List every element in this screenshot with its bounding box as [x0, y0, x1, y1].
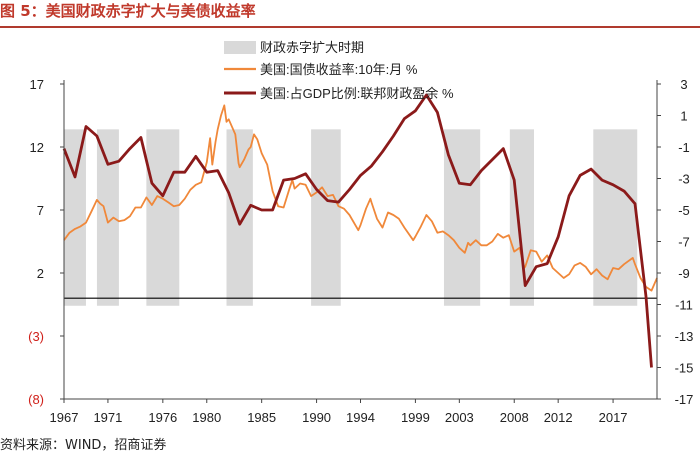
left-axis-tick-label: 12: [30, 140, 44, 155]
chart: 17 12 7 2 (3) (8) 3 1 -1 -3 -5 -7 -9 -11 -13 -15 -17 1967…: [28, 40, 693, 425]
source-note: 资料来源：WIND，招商证券: [0, 438, 167, 453]
right-axis-tick-label: -3: [678, 172, 690, 187]
series-line-surplus: [62, 93, 653, 368]
x-axis-tick-label: 1990: [302, 410, 331, 425]
legend-label-shaded: 财政赤字扩大时期: [260, 40, 364, 55]
x-axis-tick-label: 1971: [93, 410, 122, 425]
right-axis-tick-label: -1: [678, 140, 690, 155]
right-axis-tick-label: -7: [678, 235, 690, 250]
left-axis-tick-label: 2: [37, 266, 44, 281]
shaded-period-bar: [146, 129, 180, 306]
left-axis-tick-label: (8): [28, 392, 44, 407]
title-rule: [0, 26, 700, 28]
figure-title: 图 5：美国财政赤字扩大与美债收益率: [0, 2, 256, 20]
right-axis-tick-label: -5: [678, 203, 690, 218]
shaded-period-bar: [64, 129, 86, 306]
right-axis-tick-label: 3: [680, 77, 687, 92]
x-axis-tick-label: 2003: [445, 410, 474, 425]
x-axis-tick-label: 1994: [346, 410, 375, 425]
x-axis-tick-label: 1976: [148, 410, 177, 425]
right-axis-tick-label: 1: [680, 109, 687, 124]
x-axis-tick-label: 1980: [192, 410, 221, 425]
right-axis-tick-label: -15: [675, 361, 694, 376]
x-axis-tick-label: 1985: [247, 410, 276, 425]
right-axis-tick-label: -13: [675, 329, 694, 344]
right-axis-tick-label: -17: [675, 392, 694, 407]
x-axis-tick-label: 1999: [401, 410, 430, 425]
x-axis-tick-label: 1967: [50, 410, 79, 425]
right-axis-tick-label: -11: [675, 298, 693, 313]
legend-swatch-shaded: [224, 41, 256, 54]
right-axis-tick-label: -9: [678, 266, 690, 281]
legend: 财政赤字扩大时期 美国:国债收益率:10年:月 % 美国:占GDP比例:联邦财政…: [224, 40, 454, 101]
left-axis-tick-label: (3): [28, 329, 44, 344]
x-axis-tick-label: 2012: [544, 410, 573, 425]
series-line-yield: [63, 104, 658, 292]
legend-label-surplus: 美国:占GDP比例:联邦财政盈余 %: [260, 86, 454, 101]
series-layer: [62, 93, 658, 368]
left-axis-tick-label: 7: [37, 203, 44, 218]
shaded-period-bar: [226, 129, 253, 306]
axes: 17 12 7 2 (3) (8) 3 1 -1 -3 -5 -7 -9 -11 -13 -15 -17 1967…: [28, 77, 693, 425]
left-axis-tick-label: 17: [30, 77, 44, 92]
shaded-period-bar: [311, 129, 341, 306]
shaded-period-bar: [96, 129, 119, 306]
x-axis-tick-label: 2017: [599, 410, 628, 425]
legend-label-yield: 美国:国债收益率:10年:月 %: [260, 62, 418, 77]
x-axis-tick-label: 2008: [500, 410, 529, 425]
shaded-period-bar: [593, 129, 638, 306]
